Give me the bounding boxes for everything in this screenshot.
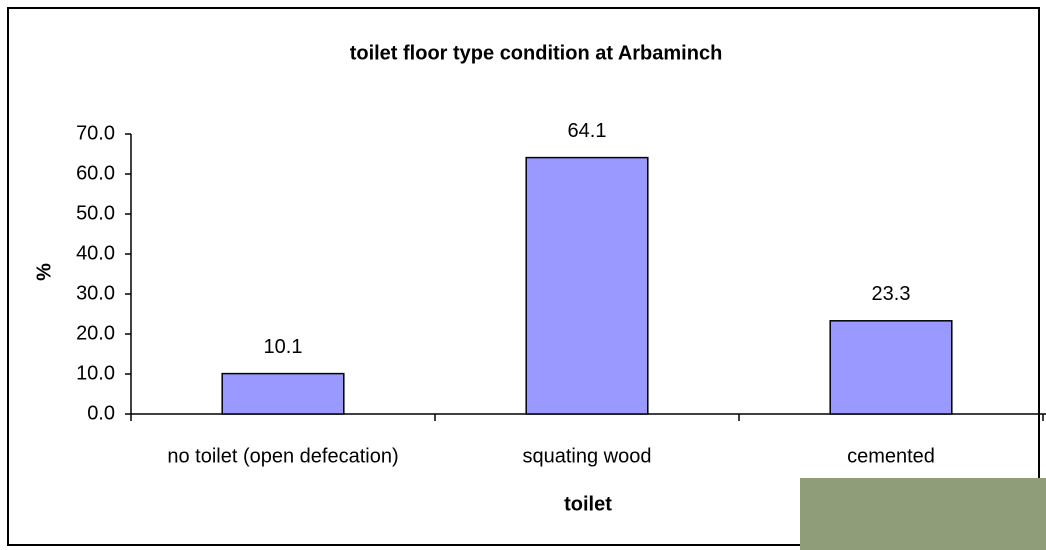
y-tick-label: 60.0 [76, 162, 115, 184]
x-tick-label: no toilet (open defecation) [167, 445, 398, 467]
y-tick-label: 20.0 [76, 322, 115, 344]
y-tick-label: 0.0 [87, 402, 115, 424]
bar [222, 374, 344, 414]
x-tick-label: cemented [847, 445, 935, 467]
x-axis-label: toilet [564, 493, 612, 515]
photo-fragment [800, 478, 1046, 550]
y-tick-label: 10.0 [76, 362, 115, 384]
y-tick-label: 70.0 [76, 122, 115, 144]
y-tick-label: 30.0 [76, 282, 115, 304]
value-label: 23.3 [872, 283, 911, 305]
value-label: 10.1 [264, 336, 303, 358]
chart: toilet floor type condition at Arbaminch… [0, 0, 1046, 550]
value-label: 64.1 [568, 120, 607, 142]
bar [830, 321, 952, 414]
x-tick-label: squating wood [523, 445, 652, 467]
y-axis-label: % [33, 263, 55, 281]
chart-title: toilet floor type condition at Arbaminch [350, 42, 723, 64]
y-tick-label: 50.0 [76, 202, 115, 224]
bar [526, 158, 648, 414]
y-tick-label: 40.0 [76, 242, 115, 264]
